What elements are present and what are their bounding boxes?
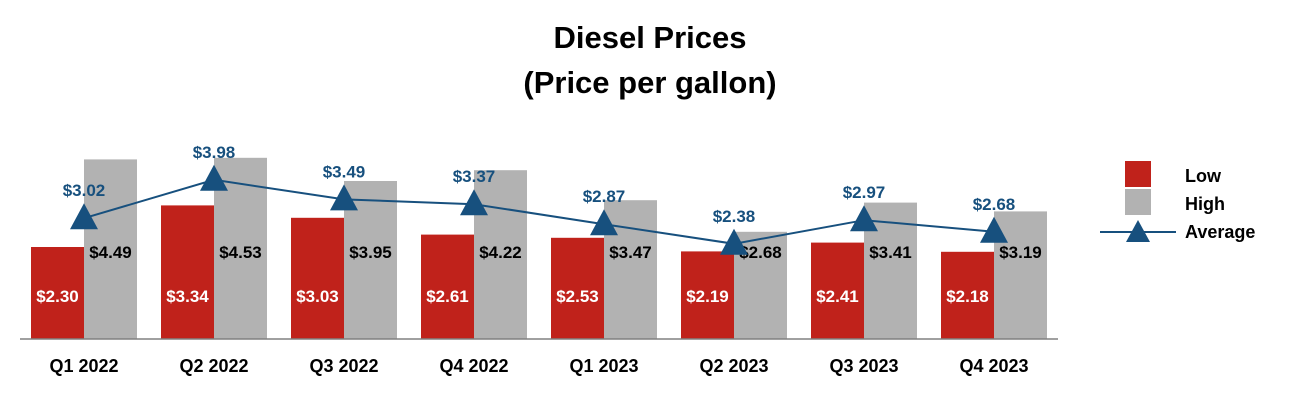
high-value-label-q3-2022: $3.95 bbox=[349, 243, 392, 262]
x-tick-label-q4-2023: Q4 2023 bbox=[959, 356, 1028, 376]
chart-title-line-1: Diesel Prices bbox=[553, 20, 746, 55]
average-value-label-q1-2023: $2.87 bbox=[583, 187, 626, 206]
x-tick-labels: Q1 2022 Q2 2022 Q3 2022 Q4 2022 Q1 2023 Q2 20… bbox=[49, 356, 1028, 376]
low-bar-q1-2022 bbox=[31, 247, 84, 339]
legend-high-swatch bbox=[1125, 189, 1151, 215]
low-bar-q3-2022 bbox=[291, 217, 344, 339]
x-tick-label-q2-2023: Q2 2023 bbox=[699, 356, 768, 376]
low-value-label-q3-2022: $3.03 bbox=[296, 287, 339, 306]
high-bar-q4-2022 bbox=[474, 170, 527, 339]
x-tick-label-q3-2022: Q3 2022 bbox=[309, 356, 378, 376]
average-marker-q3-2023 bbox=[850, 205, 878, 232]
high-bar-q4-2023 bbox=[994, 211, 1047, 339]
average-marker-q2-2022 bbox=[200, 164, 228, 191]
high-value-label-q2-2023: $2.68 bbox=[739, 243, 782, 262]
high-bar-q1-2023 bbox=[604, 200, 657, 339]
high-value-label-q4-2022: $4.22 bbox=[479, 243, 522, 262]
high-value-label-q1-2023: $3.47 bbox=[609, 243, 652, 262]
legend-high-label: High bbox=[1185, 194, 1225, 214]
high-value-label-q2-2022: $4.53 bbox=[219, 243, 262, 262]
low-bar-q2-2022 bbox=[161, 205, 214, 339]
average-marker-q4-2022 bbox=[460, 189, 488, 216]
average-value-label-q1-2022: $3.02 bbox=[63, 181, 106, 200]
legend: Low High Average bbox=[1100, 161, 1255, 242]
low-value-label-q1-2023: $2.53 bbox=[556, 287, 599, 306]
x-tick-label-q4-2022: Q4 2022 bbox=[439, 356, 508, 376]
x-tick-label-q3-2023: Q3 2023 bbox=[829, 356, 898, 376]
low-bar-q2-2023 bbox=[681, 251, 734, 339]
x-tick-label-q1-2023: Q1 2023 bbox=[569, 356, 638, 376]
average-value-label-q2-2022: $3.98 bbox=[193, 143, 236, 162]
legend-low-label: Low bbox=[1185, 166, 1222, 186]
low-value-label-q3-2023: $2.41 bbox=[816, 287, 859, 306]
low-bar-q4-2022 bbox=[421, 234, 474, 339]
legend-average-triangle-icon bbox=[1126, 220, 1150, 242]
low-value-label-q2-2023: $2.19 bbox=[686, 287, 729, 306]
low-bar-q1-2023 bbox=[551, 237, 604, 339]
low-value-label-q4-2022: $2.61 bbox=[426, 287, 469, 306]
average-value-label-q3-2022: $3.49 bbox=[323, 162, 366, 181]
x-tick-label-q2-2022: Q2 2022 bbox=[179, 356, 248, 376]
chart-title-line-2: (Price per gallon) bbox=[523, 65, 776, 100]
average-value-label-q4-2022: $3.37 bbox=[453, 167, 496, 186]
average-value-label-q3-2023: $2.97 bbox=[843, 183, 886, 202]
low-bar-q3-2023 bbox=[811, 242, 864, 339]
high-value-label-q4-2023: $3.19 bbox=[999, 243, 1042, 262]
average-value-label-q4-2023: $2.68 bbox=[973, 195, 1016, 214]
low-bar-q4-2023 bbox=[941, 251, 994, 339]
average-marker-q2-2023 bbox=[720, 228, 748, 255]
low-value-label-q1-2022: $2.30 bbox=[36, 287, 79, 306]
x-tick-label-q1-2022: Q1 2022 bbox=[49, 356, 118, 376]
average-marker-q3-2022 bbox=[330, 184, 358, 211]
average-value-label-q2-2023: $2.38 bbox=[713, 207, 756, 226]
average-marker-q1-2022 bbox=[70, 203, 98, 230]
bars-layer: $2.30 $4.49 $3.34 $4.53 $3.03 $3.95 $2.61 $4.22… bbox=[31, 157, 1047, 339]
average-marker-q4-2023 bbox=[980, 216, 1008, 243]
average-marker-q1-2023 bbox=[590, 209, 618, 236]
average-series-line bbox=[83, 178, 995, 245]
legend-average-label: Average bbox=[1185, 222, 1255, 242]
high-value-label-q1-2022: $4.49 bbox=[89, 243, 132, 262]
low-value-label-q2-2022: $3.34 bbox=[166, 287, 209, 306]
high-value-label-q3-2023: $3.41 bbox=[869, 243, 912, 262]
low-value-label-q4-2023: $2.18 bbox=[946, 287, 989, 306]
legend-low-swatch bbox=[1125, 161, 1151, 187]
high-bar-q1-2022 bbox=[84, 159, 137, 339]
average-line-layer: $3.02 $3.98 $3.49 $3.37 $2.87 $2.38 $2.97 $2.68 bbox=[63, 143, 1016, 255]
